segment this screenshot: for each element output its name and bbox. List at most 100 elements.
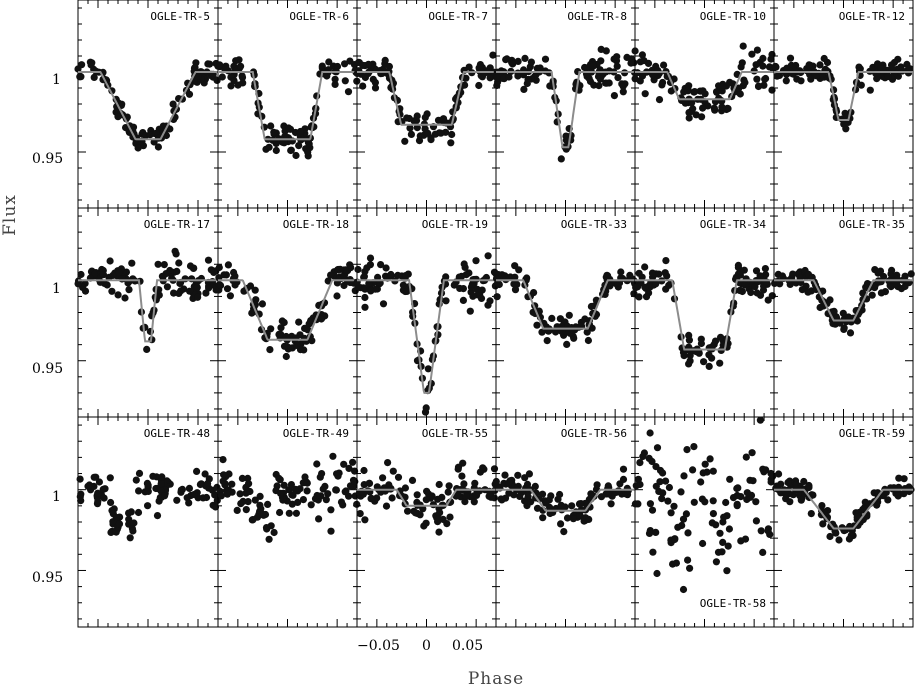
data-point (146, 131, 154, 139)
data-point (487, 489, 495, 497)
data-point (239, 79, 247, 87)
data-point (705, 362, 713, 370)
data-point (531, 482, 539, 490)
data-point (590, 81, 598, 89)
data-point (602, 490, 610, 498)
data-point (890, 58, 899, 67)
panel-ogle-tr-33: OGLE-TR-33 (492, 207, 639, 418)
data-point (186, 287, 194, 295)
data-point (340, 272, 348, 280)
data-point (712, 558, 721, 566)
data-point (725, 525, 734, 533)
data-point (765, 63, 774, 71)
data-point (662, 477, 670, 485)
data-point (379, 300, 388, 308)
panel-ogle-tr-18: OGLE-TR-18 (215, 207, 359, 418)
data-point (610, 92, 619, 100)
data-point (313, 460, 321, 468)
data-point (466, 307, 474, 315)
data-point (698, 495, 707, 503)
data-point (173, 267, 181, 275)
data-point (295, 318, 303, 326)
x-tick-005: 0.05 (452, 638, 483, 654)
data-point (646, 283, 654, 291)
panel-ogle-tr-35: OGLE-TR-35 (771, 207, 915, 418)
y-tick-1-row2: 1 (52, 281, 61, 297)
data-point (749, 477, 757, 485)
data-point (805, 61, 813, 69)
data-point (450, 281, 458, 289)
data-point (127, 508, 135, 516)
data-point (753, 289, 761, 297)
data-point (505, 73, 513, 81)
data-point (90, 482, 98, 490)
data-point (521, 54, 529, 63)
data-point (337, 498, 346, 506)
data-point (299, 496, 307, 504)
data-point (444, 488, 452, 496)
panel-label: OGLE-TR-5 (150, 10, 210, 23)
panel-ogle-tr-48: OGLE-TR-48 (76, 416, 221, 628)
data-point (684, 87, 692, 95)
data-point (282, 332, 290, 341)
data-point (634, 475, 643, 483)
data-point (211, 503, 220, 511)
panel-label: OGLE-TR-56 (561, 427, 627, 440)
data-point (354, 265, 362, 274)
data-point (365, 279, 373, 288)
data-point (404, 507, 412, 515)
data-point (900, 475, 908, 483)
data-point (846, 329, 855, 337)
data-point (379, 474, 387, 482)
data-point (797, 496, 805, 504)
data-point (459, 296, 467, 304)
data-point (716, 359, 724, 367)
data-point (619, 88, 627, 96)
data-point (613, 62, 621, 70)
panel-label: OGLE-TR-7 (428, 10, 488, 23)
data-point (641, 283, 649, 291)
data-point (619, 82, 627, 90)
data-point (718, 548, 726, 556)
data-point (640, 57, 648, 65)
data-point (734, 484, 742, 492)
model-curve (357, 488, 496, 507)
data-point (752, 267, 761, 275)
data-point (280, 318, 288, 327)
data-point (677, 488, 685, 496)
data-point (144, 487, 152, 495)
data-point (649, 548, 657, 556)
data-point (569, 515, 578, 523)
data-point (213, 76, 221, 84)
data-point (492, 477, 500, 486)
data-point (515, 266, 523, 274)
data-point (711, 106, 719, 114)
data-point (399, 281, 407, 289)
model-curve (78, 279, 218, 343)
data-point (413, 491, 421, 499)
data-point (112, 514, 120, 522)
data-point (760, 81, 768, 89)
data-point (658, 495, 666, 503)
data-point (747, 288, 755, 297)
data-point (614, 487, 623, 495)
data-point (501, 471, 509, 479)
data-point (662, 257, 670, 265)
data-point (697, 478, 705, 486)
data-point (381, 56, 389, 64)
data-point (185, 484, 193, 492)
data-point (748, 50, 756, 58)
data-point (789, 270, 797, 278)
data-point (115, 520, 124, 528)
data-point (583, 328, 591, 336)
data-point (292, 151, 300, 160)
data-point (653, 569, 661, 578)
data-point (233, 506, 241, 514)
data-point (256, 492, 264, 500)
data-point (442, 297, 450, 305)
data-point (674, 523, 682, 531)
data-point (413, 498, 421, 506)
data-point (340, 281, 348, 290)
data-point (258, 510, 266, 518)
data-point (652, 280, 660, 288)
